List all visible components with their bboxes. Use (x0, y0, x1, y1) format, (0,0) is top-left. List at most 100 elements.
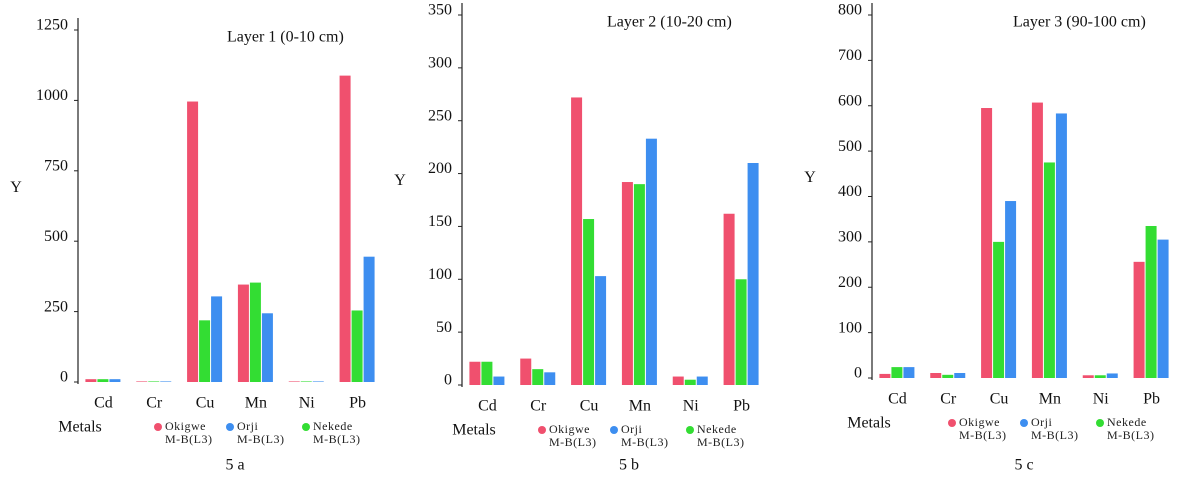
y-tick-label: 150 (428, 213, 452, 230)
legend-marker (948, 419, 956, 427)
bar (493, 376, 505, 385)
y-axis-label: Y (394, 172, 406, 189)
y-tick-label: 300 (838, 229, 862, 246)
x-tick-label: Cu (580, 398, 599, 415)
bar (85, 379, 97, 382)
bar (249, 282, 261, 382)
legend-label: Orji M-B(L3) (1031, 415, 1079, 442)
bar (1082, 375, 1094, 378)
y-tick-label: 350 (428, 2, 452, 19)
y-tick-label: 250 (44, 298, 68, 315)
chart-title: Layer 2 (10-20 cm) (607, 14, 732, 31)
bar (1157, 239, 1169, 378)
bar (684, 379, 696, 385)
legend-label: Nekede M-B(L3) (697, 422, 745, 449)
bar (571, 97, 583, 385)
legend-marker (302, 423, 310, 431)
y-tick-label: 250 (428, 107, 452, 124)
y-tick-label: 100 (838, 319, 862, 336)
bar (747, 163, 759, 385)
legend-marker (1096, 419, 1104, 427)
y-tick-label: 600 (838, 92, 862, 109)
legend-label: Nekede M-B(L3) (313, 419, 361, 446)
bar (621, 182, 633, 385)
x-tick-label: Pb (349, 395, 366, 412)
bar (723, 213, 735, 385)
bar (1031, 102, 1043, 378)
bar (1106, 373, 1118, 378)
caption: 5 c (1014, 457, 1033, 474)
bar (954, 373, 966, 378)
bar (993, 241, 1005, 378)
bar (672, 376, 684, 385)
bar (261, 313, 273, 382)
y-tick-label: 0 (60, 369, 68, 386)
bar (363, 256, 375, 382)
bar (481, 361, 493, 385)
legend-marker (538, 426, 546, 434)
y-tick-label: 0 (444, 372, 452, 389)
bar (583, 219, 595, 385)
x-tick-label: Ni (683, 398, 700, 415)
bar (97, 379, 109, 382)
x-tick-label: Mn (245, 395, 267, 412)
legend-label: Orji M-B(L3) (621, 422, 669, 449)
chart-title: Layer 1 (0-10 cm) (227, 29, 344, 46)
bar (645, 138, 657, 385)
bar (109, 379, 121, 382)
bar (930, 373, 942, 378)
bar (339, 75, 351, 382)
x-tick-label: Pb (1143, 391, 1160, 408)
bar (595, 276, 607, 385)
legend-marker (1020, 419, 1028, 427)
bar (1094, 375, 1106, 378)
y-tick-label: 200 (838, 274, 862, 291)
bar (1005, 201, 1017, 378)
y-tick-label: 1250 (36, 17, 68, 34)
legend-label: Okigwe M-B(L3) (165, 419, 213, 446)
x-tick-label: Cr (530, 398, 547, 415)
y-axis-label: Y (804, 169, 816, 186)
bar (1043, 162, 1055, 378)
bar (469, 361, 481, 385)
legend-marker (154, 423, 162, 431)
bar (160, 381, 172, 382)
legend-marker (226, 423, 234, 431)
y-tick-label: 500 (44, 228, 68, 245)
y-tick-label: 300 (428, 55, 452, 72)
y-tick-label: 0 (854, 365, 862, 382)
bar (288, 381, 300, 382)
x-tick-label: Ni (1093, 391, 1110, 408)
x-axis-label: Metals (847, 415, 891, 432)
bar (148, 381, 160, 382)
bar (981, 108, 993, 379)
x-tick-label: Cd (94, 395, 113, 412)
legend-label: Okigwe M-B(L3) (959, 415, 1007, 442)
bar (633, 184, 645, 385)
bar (237, 284, 249, 382)
y-tick-label: 700 (838, 47, 862, 64)
bar (735, 279, 747, 385)
x-axis-label: Metals (58, 419, 102, 436)
caption: 5 a (225, 457, 244, 474)
bar (879, 373, 891, 378)
bar (1133, 261, 1145, 378)
x-tick-label: Ni (299, 395, 316, 412)
bar (199, 320, 211, 382)
x-tick-label: Cd (478, 398, 497, 415)
y-tick-label: 500 (838, 138, 862, 155)
legend-marker (686, 426, 694, 434)
bar (300, 381, 312, 382)
y-tick-label: 200 (428, 160, 452, 177)
bar (211, 296, 223, 382)
x-tick-label: Cu (990, 391, 1009, 408)
bar (891, 367, 903, 378)
bar (1145, 225, 1157, 378)
x-axis-label: Metals (452, 422, 496, 439)
bar (520, 358, 532, 385)
y-axis-label: Y (10, 179, 22, 196)
y-tick-label: 1000 (36, 87, 68, 104)
legend-label: Nekede M-B(L3) (1107, 415, 1155, 442)
bar (1055, 113, 1067, 379)
